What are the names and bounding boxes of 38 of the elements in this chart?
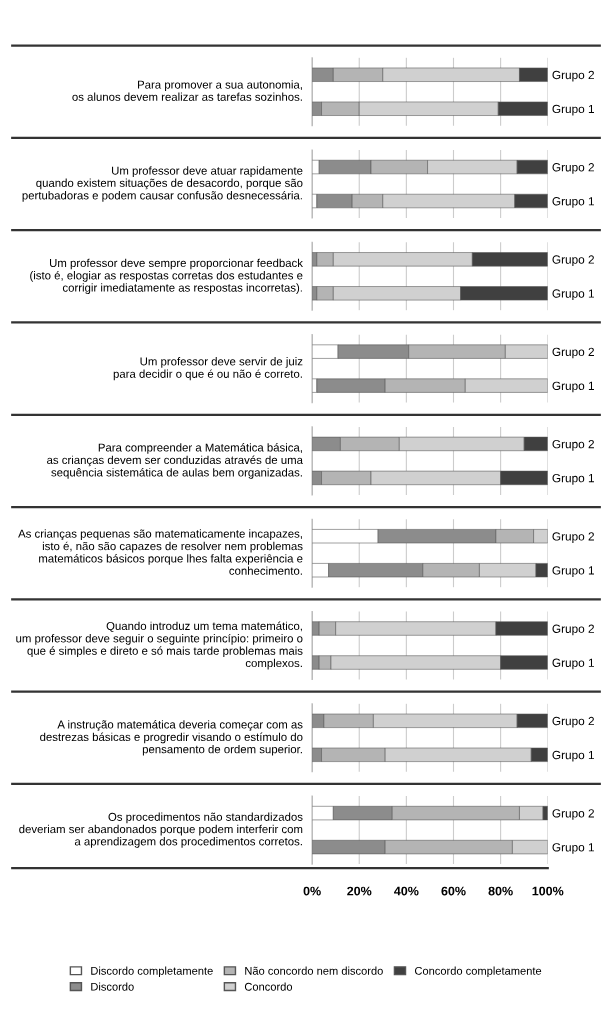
y-tick-label: Grupo 1 xyxy=(552,197,594,208)
x-tick-label: 80% xyxy=(488,886,513,896)
text: Os procedimentos não standardizados deveriam ser abandonados porque podem interferir com a aprendizagem dos procedimentos corretos. xyxy=(19,812,303,848)
x-tick-label: 20% xyxy=(347,886,372,896)
y-tick-label: Grupo 1 xyxy=(552,658,594,670)
y-tick-label: Grupo 2 xyxy=(552,347,594,359)
legend-label: Concordo xyxy=(244,982,293,991)
text: Um professor deve atuar rapidamente quando existem situações de desacordo, porque são pertubadoras e podem causar confusão desnecessária. xyxy=(22,166,303,202)
text: Para promover a sua autonomia, os alunos devem realizar as tarefas sozinhos. xyxy=(72,80,302,101)
text: Para compreender a Matemática básica, as crianças devem ser conduzidas através de uma sequência sistemática de aulas bem organizadas. xyxy=(47,443,303,479)
legend-label: Não concordo nem discordo xyxy=(245,966,383,975)
y-tick-label: Grupo 1 xyxy=(552,473,594,485)
legend-label: Discordo xyxy=(91,982,134,991)
y-tick-label: Grupo 2 xyxy=(552,163,594,174)
y-tick-label: Grupo 2 xyxy=(552,70,594,82)
y-tick-label: Grupo 1 xyxy=(552,104,594,116)
y-tick-label: Grupo 2 xyxy=(552,439,594,451)
legend-label: Concordo completamente xyxy=(414,966,542,977)
text: Um professor deve sempre proporcionar feedback (isto é, elogiar as respostas corretas dos estudantes e corrigir imediatamente as respostas incorretas). xyxy=(30,258,303,294)
text: As crianças pequenas são matematicamente incapazes, isto é, não são capazes de resolver nem problemas matemáticos básicos porque lhes falta experiência e conhecimento. xyxy=(18,529,303,575)
y-tick-label: Grupo 1 xyxy=(552,566,594,577)
y-tick-label: Grupo 1 xyxy=(552,750,594,762)
x-tick-label: 40% xyxy=(394,886,419,896)
y-tick-label: Grupo 2 xyxy=(552,532,594,543)
x-tick-label: 60% xyxy=(441,886,466,896)
y-tick-label: Grupo 1 xyxy=(552,843,594,854)
y-tick-label: Grupo 2 xyxy=(552,255,594,267)
x-tick-label: 100% xyxy=(532,886,564,896)
text: Um professor deve servir de juiz para decidir o que é ou não é correto. xyxy=(113,357,303,381)
legend-label: Discordo completamente xyxy=(91,966,213,977)
y-tick-label: Grupo 1 xyxy=(552,381,594,393)
text: Quando introduz um tema matemático, um professor deve seguir o seguinte princípio: primeiro o que é simples e direto e só mais tarde problemas mais complexos. xyxy=(16,621,303,670)
y-tick-label: Grupo 2 xyxy=(552,624,594,636)
y-tick-label: Grupo 2 xyxy=(552,809,594,820)
text: A instrução matemática deveria começar com as destrezas básicas e progredir visando o estímulo do pensamento de ordem superior. xyxy=(40,720,303,756)
y-tick-label: Grupo 1 xyxy=(552,289,594,301)
y-tick-label: Grupo 2 xyxy=(552,716,594,728)
x-tick-label: 0% xyxy=(303,886,321,896)
